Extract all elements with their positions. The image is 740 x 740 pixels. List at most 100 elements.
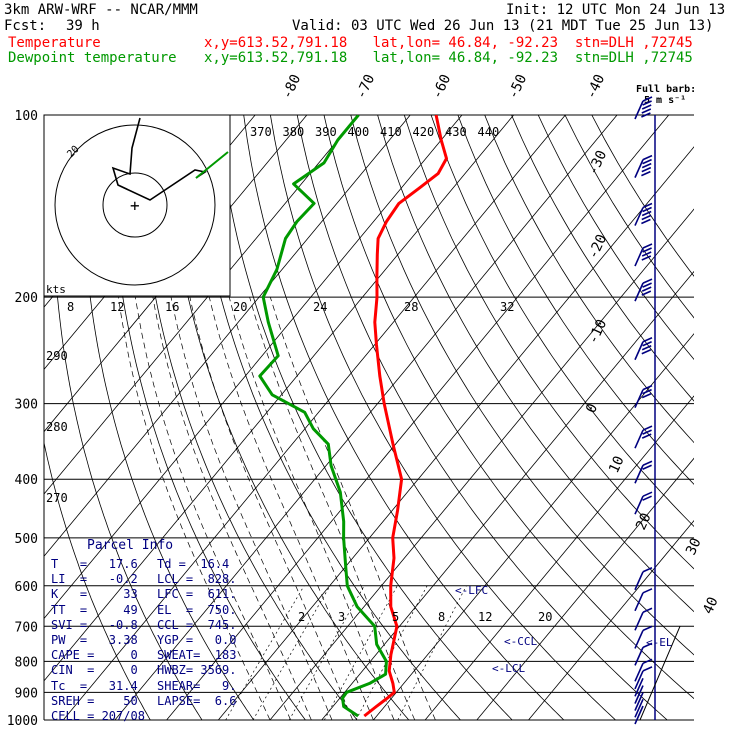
wind-barb-feather bbox=[642, 388, 652, 395]
wind-barb-feather bbox=[642, 154, 653, 161]
hodograph-speed-label: 12 bbox=[110, 300, 124, 314]
wind-barb bbox=[634, 666, 653, 690]
wind-barb-feather bbox=[641, 112, 651, 118]
init-time: Init: 12 UTC Mon 24 Jun 13 bbox=[506, 2, 726, 18]
isotherm-line bbox=[424, 395, 694, 720]
wind-barb-feather bbox=[641, 214, 652, 221]
parcel-stat-left: SREH = 50 bbox=[51, 693, 138, 708]
dry-adiabat bbox=[270, 115, 617, 720]
wind-barb-staff bbox=[634, 705, 644, 725]
wind-barb bbox=[634, 692, 644, 711]
wind-barb bbox=[634, 491, 653, 515]
parcel-stat-left: TT = 49 bbox=[51, 602, 138, 617]
wind-barb-feather bbox=[642, 202, 653, 209]
wind-barb-staff bbox=[634, 282, 644, 302]
isotherm-label: 10 bbox=[606, 454, 628, 476]
pressure-tick-label: 400 bbox=[15, 473, 38, 488]
wind-barb-staff bbox=[634, 495, 644, 515]
dry-adiabat bbox=[44, 440, 151, 720]
dry-adiabat bbox=[403, 115, 694, 570]
theta-label: 400 bbox=[348, 125, 370, 139]
wind-barb-feather bbox=[642, 607, 653, 614]
hodograph-ring bbox=[102, 172, 168, 238]
wind-barb bbox=[634, 154, 653, 178]
wind-barb-feather bbox=[642, 588, 653, 594]
wind-barb-feather bbox=[641, 255, 652, 261]
wind-barb-feather bbox=[641, 166, 652, 173]
hodograph-speed-label: 32 bbox=[500, 300, 514, 314]
wind-barb-feather bbox=[641, 251, 652, 257]
dry-adiabat bbox=[81, 115, 255, 720]
dry-adiabat bbox=[377, 115, 694, 613]
isotherm-line bbox=[217, 146, 694, 720]
station-info-temp: x,y=613.52,791.18 lat,lon= 46.84, -92.23… bbox=[204, 35, 693, 51]
wind-barbs bbox=[634, 96, 681, 725]
wind-barb-feather bbox=[641, 433, 652, 439]
wind-barb-staff bbox=[634, 692, 644, 711]
wind-barb-staff bbox=[634, 699, 644, 718]
wind-barb-feather bbox=[642, 429, 652, 435]
wind-barb bbox=[634, 677, 644, 697]
hodograph-box bbox=[43, 114, 231, 297]
wind-barb bbox=[634, 567, 653, 591]
theta-label: 370 bbox=[250, 125, 272, 139]
wind-barb-feather bbox=[642, 341, 652, 347]
wind-guide-line bbox=[639, 626, 681, 721]
wind-barb bbox=[634, 642, 653, 666]
parcel-stat-left: PW = 3.38 bbox=[51, 633, 138, 647]
dry-adiabat bbox=[323, 115, 694, 700]
wind-barb-staff bbox=[634, 207, 644, 226]
full-barb-value: 5 m s⁻¹ bbox=[644, 95, 687, 106]
wind-barb-staff bbox=[634, 677, 644, 697]
moist-adiabat bbox=[152, 297, 312, 720]
model-title: 3km ARW-WRF -- NCAR/MMM bbox=[4, 2, 198, 18]
wind-barb-feather bbox=[641, 286, 652, 292]
forecast-hour: 39 h bbox=[66, 18, 100, 34]
parcel-stat-right: LAPSE= 6.6 bbox=[157, 693, 237, 708]
legend-temperature: Temperature bbox=[8, 35, 101, 51]
wind-barb-staff bbox=[634, 247, 644, 267]
parcel-info-box: Parcel Info T = 17.6 Td = 16.4 LI = -0.2 LC… bbox=[47, 537, 237, 727]
isotherm-label: -10 bbox=[585, 317, 610, 347]
wind-barb-feather bbox=[641, 290, 652, 296]
wind-barb-feather bbox=[642, 642, 653, 649]
isotherm-label: -20 bbox=[585, 232, 610, 262]
mixing-ratio-line bbox=[252, 585, 331, 720]
parcel-stat-right: SWEAT= 183 bbox=[157, 648, 237, 663]
legend-dewpoint: Dewpoint temperature bbox=[8, 50, 177, 66]
dry-adiabat bbox=[484, 115, 694, 444]
sounding-profiles bbox=[258, 115, 448, 718]
isotherm-line bbox=[321, 270, 694, 720]
wind-barb-feather bbox=[641, 392, 652, 399]
isotherm-line bbox=[166, 115, 670, 720]
hodograph-speed-label: 20 bbox=[233, 300, 247, 314]
moist-adiabat bbox=[208, 297, 374, 720]
isotherm-line bbox=[44, 115, 463, 620]
mixing-ratio-label: 5 bbox=[392, 610, 399, 624]
full-barb-label: Full barb: bbox=[636, 84, 697, 95]
valid-time: Valid: 03 UTC Wed 26 Jun 13 (21 MDT Tue … bbox=[292, 18, 714, 34]
theta-label: 430 bbox=[445, 125, 467, 139]
wind-barb-feather bbox=[641, 108, 652, 114]
mixing-ratio-line bbox=[225, 585, 305, 720]
isotherm-label: 40 bbox=[700, 595, 722, 617]
wind-barb bbox=[634, 96, 653, 120]
wind-barb-staff bbox=[634, 670, 644, 690]
dry-adiabat bbox=[296, 115, 668, 720]
pressure-tick-label: 900 bbox=[15, 686, 38, 701]
wind-barb bbox=[634, 625, 653, 649]
wind-barb-feather bbox=[642, 158, 652, 165]
parcel-stat-right: HWBZ= 3569. bbox=[157, 663, 237, 678]
mixing-ratio-label: 8 bbox=[438, 610, 445, 624]
isotherm-label: 20 bbox=[633, 511, 655, 533]
theta-label: 420 bbox=[413, 125, 435, 139]
theta-label-left: 270 bbox=[46, 491, 68, 505]
parcel-stat-left: T = 17.6 bbox=[51, 557, 138, 571]
hodograph-speed-label: 16 bbox=[165, 300, 179, 314]
isotherm-line bbox=[476, 457, 694, 720]
parcel-stat-right: Td = 16.4 bbox=[157, 557, 230, 571]
moist-adiabat bbox=[170, 297, 333, 720]
wind-barb-staff bbox=[634, 685, 644, 704]
pressure-tick-label: 100 bbox=[15, 109, 38, 124]
